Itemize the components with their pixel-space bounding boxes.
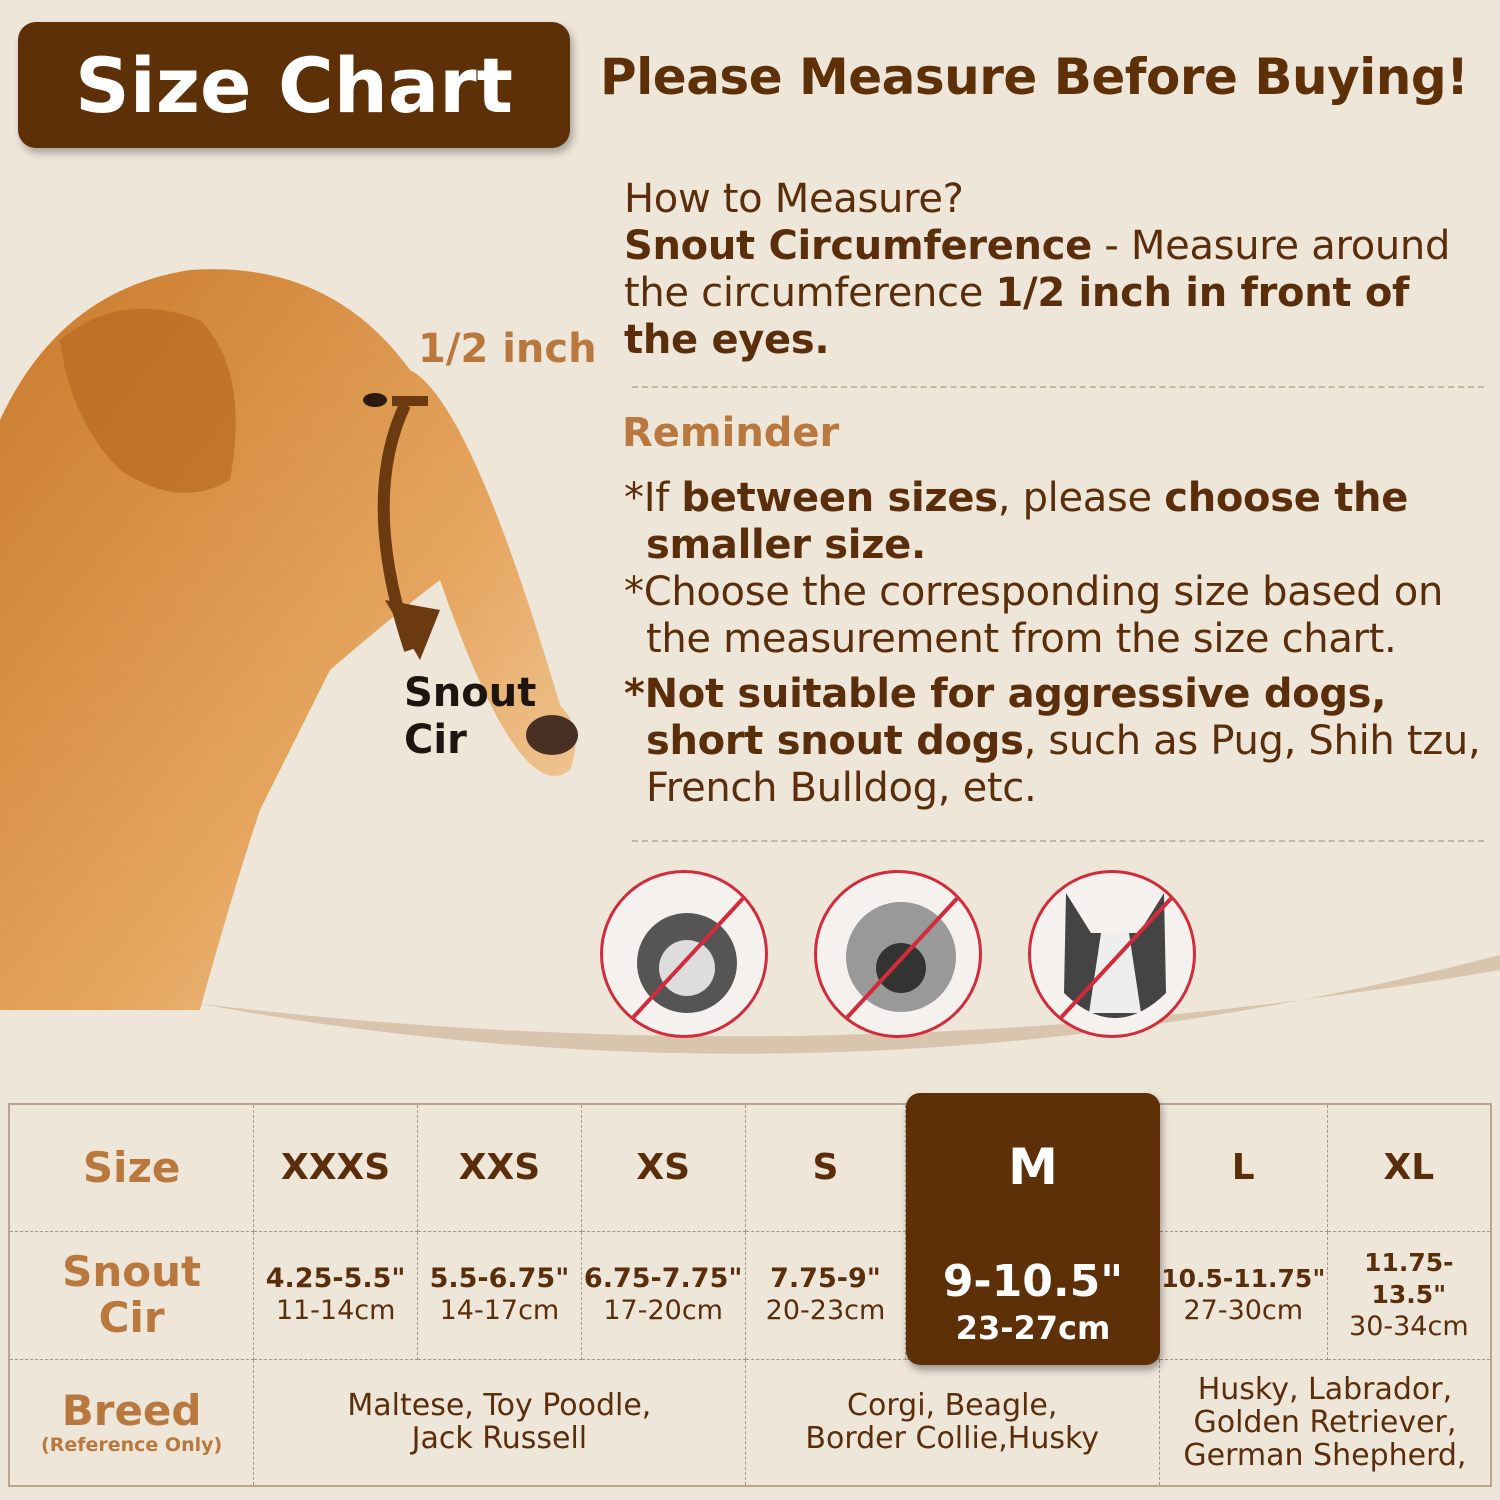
breed-line: Corgi, Beagle, [847,1388,1058,1424]
size-chart-title: Size Chart [18,22,570,148]
measure-term: Snout Circumference [624,223,1092,269]
inch: 11.75-13.5" [1364,1248,1454,1309]
r1-mid: , please [997,475,1165,521]
r3-bold: *Not suitable for aggressive dogs, short… [624,671,1387,764]
shih-tzu-crossed-icon [600,870,768,1038]
breed-medium: Corgi, Beagle, Border Collie,Husky [744,1358,1160,1487]
breed-note: (Reference Only) [41,1434,223,1457]
highlighted-size-m: M 9-10.5" 23-27cm [906,1093,1160,1365]
pug-crossed-icon [814,870,982,1038]
reminder-3: *Not suitable for aggressive dogs, short… [624,671,1494,812]
breed-row: Breed (Reference Only) Maltese, Toy Poodl… [8,1358,1492,1487]
snout-xs: 6.75-7.75" 17-20cm [580,1230,746,1360]
breed-line: Golden Retriever, [1193,1404,1457,1440]
inch: 6.75-7.75" [583,1263,743,1294]
inch: 10.5-11.75" [1161,1264,1326,1293]
breed-line: Husky, Labrador, [1197,1371,1453,1407]
snout-label: Snout [404,670,537,716]
half-inch-label: 1/2 inch [418,326,597,372]
breed-small: Maltese, Toy Poodle, Jack Russell [253,1358,746,1487]
measure-question: How to Measure? [624,176,964,222]
inch: 4.25-5.5" [265,1263,406,1294]
cm: 11-14cm [275,1295,396,1326]
how-to-measure: How to Measure? Snout Circumference - Me… [624,176,1484,364]
golden-retriever-image [0,269,578,1010]
measure-bold: 1/2 inch in front of the eyes. [624,270,1410,363]
headline: Please Measure Before Buying! [600,48,1469,106]
breed-large: Husky, Labrador, Golden Retriever, German … [1158,1358,1492,1487]
snout-xl: 11.75-13.5" 30-34cm [1326,1230,1492,1360]
r1-bold2: choose the smaller size. [646,475,1409,568]
size-table: Size XXXS XXS XS S L XL Snout Cir 4.25-5.… [8,1103,1492,1487]
reminder-list: *If between sizes, please choose the sma… [624,475,1494,812]
size-m: M [1008,1138,1058,1196]
french-bulldog-crossed-icon [1028,870,1196,1038]
divider [632,386,1484,388]
inch: 7.75-9" [770,1263,881,1294]
breed-line: German Shepherd, [1183,1437,1467,1473]
size-l: L [1158,1103,1328,1232]
size-xxs: XXS [417,1103,582,1232]
size-header: Size [8,1103,255,1232]
snout-row: Snout Cir 4.25-5.5" 11-14cm 5.5-6.75" 14-17… [8,1230,1492,1360]
snout-header: Snout Cir [8,1230,255,1360]
cm: 14-17cm [439,1295,560,1326]
cm: 27-30cm [1183,1295,1304,1326]
curve-divider [0,955,1500,1054]
measure-text: - Measure around the circumference [624,223,1451,316]
r1-bold1: between sizes [681,475,998,521]
breed-line: Jack Russell [411,1421,588,1457]
breed-header-title: Breed [61,1386,202,1436]
snout-header-2: Cir [98,1293,165,1342]
size-xl: XL [1326,1103,1492,1232]
breed-header: Breed (Reference Only) [8,1358,255,1487]
snout-m-cm: 23-27cm [955,1309,1111,1347]
breed-line: Maltese, Toy Poodle, [347,1388,652,1424]
reminder-title: Reminder [622,410,840,456]
divider [632,840,1484,842]
cm: 20-23cm [765,1295,886,1326]
size-xxxs: XXXS [253,1103,419,1232]
cm: 17-20cm [603,1295,723,1326]
inch: 5.5-6.75" [429,1263,570,1294]
breed-line: Border Collie,Husky [805,1421,1100,1457]
cm: 30-34cm [1349,1311,1469,1342]
snout-xxxs: 4.25-5.5" 11-14cm [253,1230,419,1360]
snout-xxs: 5.5-6.75" 14-17cm [417,1230,582,1360]
r3-rest: , such as Pug, Shih tzu, French Bulldog,… [646,718,1481,811]
reminder-2: *Choose the corresponding size based on … [624,569,1444,662]
r1-pre: *If [624,475,682,521]
size-xs: XS [580,1103,746,1232]
reminder-1: *If between sizes, please choose the sma… [624,475,1494,569]
measure-instruction: Snout Circumference - Measure around the… [624,223,1484,364]
size-row: Size XXXS XXS XS S L XL [8,1103,1492,1232]
snout-l: 10.5-11.75" 27-30cm [1158,1230,1328,1360]
snout-s: 7.75-9" 20-23cm [744,1230,907,1360]
cir-label: Cir [404,717,467,763]
snout-m-inch: 9-10.5" [942,1256,1124,1307]
size-s: S [744,1103,907,1232]
snout-header-1: Snout [62,1247,202,1296]
